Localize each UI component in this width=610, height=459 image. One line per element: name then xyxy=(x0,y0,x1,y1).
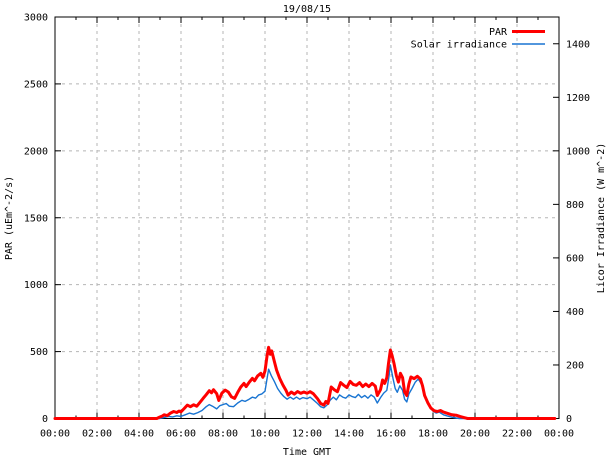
y-right-tick-label: 800 xyxy=(566,200,584,211)
y-left-tick-label: 1500 xyxy=(24,213,48,224)
x-tick-label: 10:00 xyxy=(250,429,280,440)
y-left-tick-label: 1000 xyxy=(24,280,48,291)
x-axis-title: Time GMT xyxy=(283,447,331,458)
y-left-tick-label: 3000 xyxy=(24,13,48,24)
chart-title: 19/08/15 xyxy=(283,4,331,15)
par-line xyxy=(53,345,557,420)
x-tick-label: 06:00 xyxy=(166,429,196,440)
y-left-tick-label: 0 xyxy=(42,414,48,425)
x-tick-label: 00:00 xyxy=(544,429,574,440)
series-layer xyxy=(53,345,557,420)
y-right-tick-label: 1400 xyxy=(566,39,590,50)
y-left-tick-label: 500 xyxy=(30,347,48,358)
x-tick-label: 16:00 xyxy=(376,429,406,440)
x-tick-label: 08:00 xyxy=(208,429,238,440)
y-right-tick-label: 1000 xyxy=(566,146,590,157)
legend-label-par: PAR xyxy=(489,27,508,38)
x-tick-label: 22:00 xyxy=(502,429,532,440)
axes-layer xyxy=(54,16,560,419)
y-left-tick-label: 2000 xyxy=(24,146,48,157)
tick-label-layer: 00:00 02:00 04:00 06:00 08:00 10:00 12:00 14:00… xyxy=(24,13,590,440)
x-tick-label: 18:00 xyxy=(418,429,448,440)
y-right-tick-label: 600 xyxy=(566,253,584,264)
x-tick-label: 12:00 xyxy=(292,429,322,440)
y-right-tick-label: 0 xyxy=(566,414,572,425)
x-tick-label: 14:00 xyxy=(334,429,364,440)
x-tick-label: 20:00 xyxy=(460,429,490,440)
legend-label-solar-irradiance: Solar irradiance xyxy=(411,40,507,51)
y-left-axis-title: PAR (uEm^-2/s) xyxy=(4,176,15,260)
x-tick-label: 00:00 xyxy=(40,429,70,440)
x-tick-label: 04:00 xyxy=(124,429,154,440)
solar-irradiance-line xyxy=(54,364,556,420)
x-tick-label: 02:00 xyxy=(82,429,112,440)
y-right-tick-label: 400 xyxy=(566,307,584,318)
y-left-tick-label: 2500 xyxy=(24,79,48,90)
y-right-axis-title: Licor Irradiance (W m^-2) xyxy=(596,143,607,294)
y-right-tick-label: 200 xyxy=(566,360,584,371)
grid-layer xyxy=(55,17,559,419)
y-right-tick-label: 1200 xyxy=(566,93,590,104)
legend: PAR Solar irradiance xyxy=(411,27,545,51)
